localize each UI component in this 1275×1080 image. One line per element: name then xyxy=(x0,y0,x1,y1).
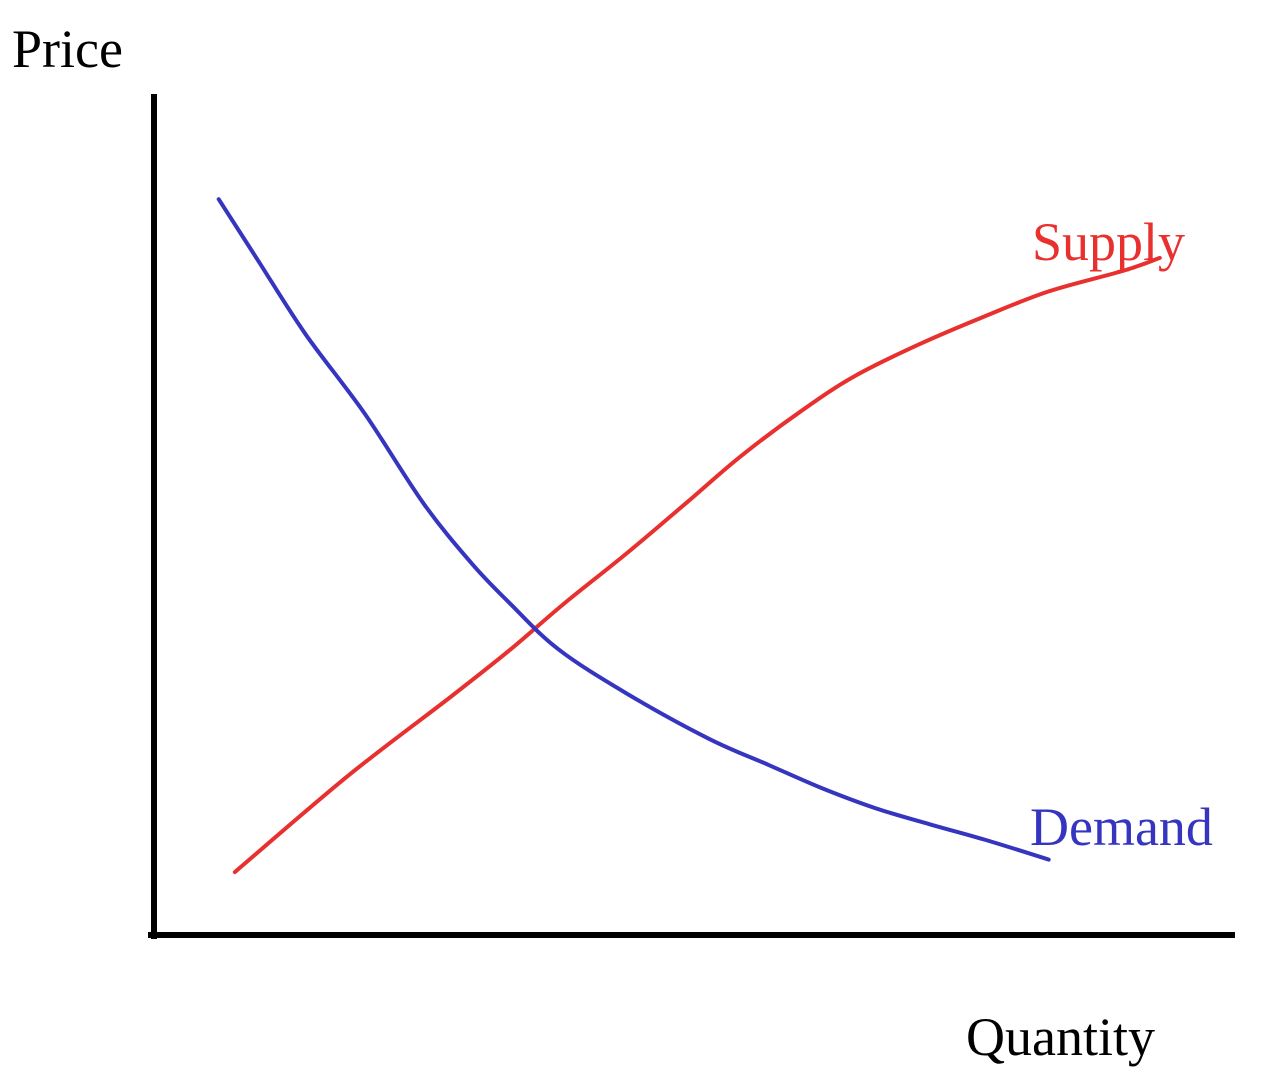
demand-curve xyxy=(216,197,1051,862)
demand-label: Demand xyxy=(1030,797,1213,857)
series-layer: Supply Demand xyxy=(216,197,1213,875)
supply-curve xyxy=(232,255,1162,875)
supply-label: Supply xyxy=(1032,212,1185,272)
y-axis-title: Price xyxy=(12,19,123,79)
x-axis-title: Quantity xyxy=(966,1007,1155,1067)
